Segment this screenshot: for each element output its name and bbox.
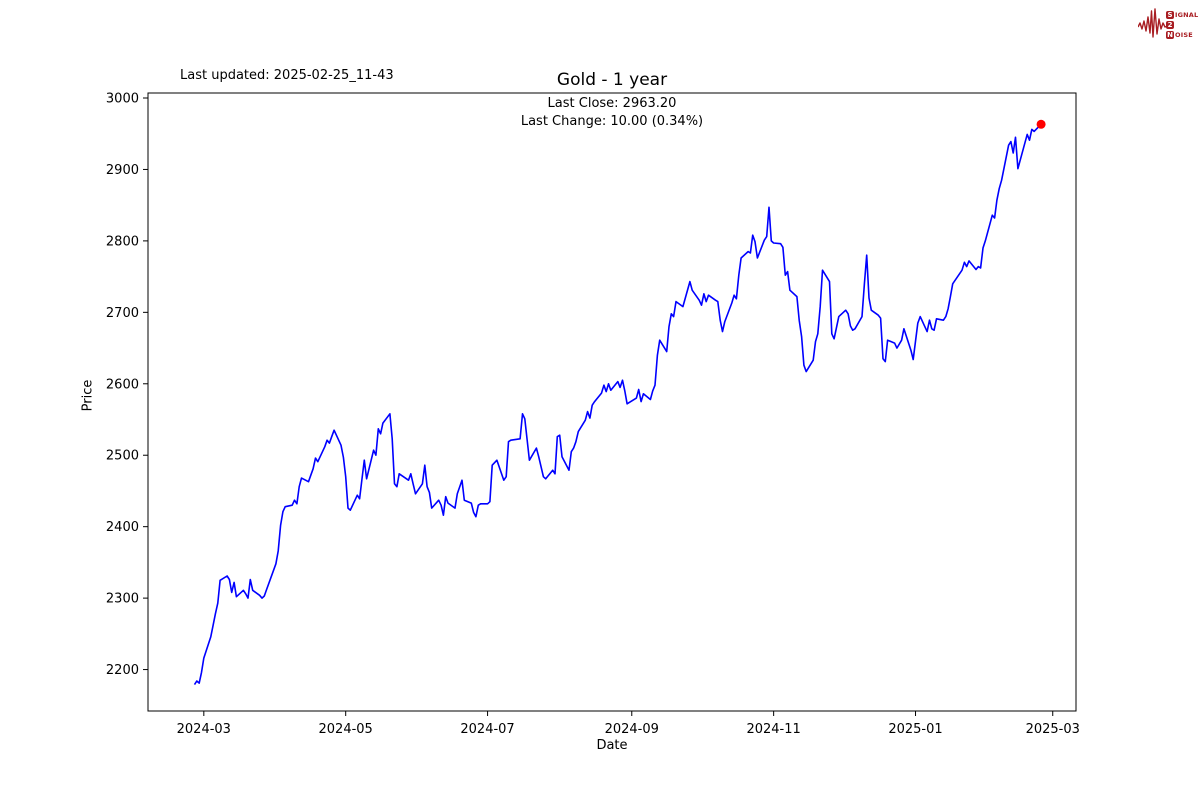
y-tick-label: 2300	[106, 592, 139, 607]
x-tick-label: 2025-03	[1026, 722, 1080, 737]
y-axis-label: Price	[80, 379, 96, 412]
x-tick-label: 2024-07	[460, 722, 514, 737]
y-tick-label: 2600	[106, 377, 139, 392]
x-axis-label: Date	[596, 738, 628, 753]
y-tick-label: 3000	[106, 92, 139, 107]
logo-row-2: 2	[1166, 21, 1198, 30]
logo-text: S IGNAL 2 N OISE	[1166, 11, 1198, 40]
y-tick-label: 2400	[106, 520, 139, 535]
logo-letterbox-n: N	[1166, 31, 1174, 39]
x-tick-label: 2024-05	[319, 722, 373, 737]
last-updated-text: Last updated: 2025-02-25_11-43	[180, 68, 394, 83]
price-line	[193, 123, 1042, 686]
x-tick-label: 2024-03	[177, 722, 231, 737]
x-tick-label: 2025-01	[888, 722, 942, 737]
y-tick-label: 2800	[106, 234, 139, 249]
logo-row-noise: N OISE	[1166, 31, 1198, 40]
last-change-annotation: Last Change: 10.00 (0.34%)	[520, 114, 704, 129]
logo-letterbox-s: S	[1166, 11, 1174, 19]
logo-rest-noise: OISE	[1175, 31, 1193, 39]
waveform-icon	[1138, 8, 1168, 38]
x-tick-label: 2024-09	[605, 722, 659, 737]
y-tick-label: 2700	[106, 306, 139, 321]
logo-row-signal: S IGNAL	[1166, 11, 1198, 20]
chart-title: Gold - 1 year	[556, 70, 668, 90]
plot-border	[147, 92, 1077, 712]
y-tick-label: 2200	[106, 663, 139, 678]
y-tick-label: 2500	[106, 449, 139, 464]
last-close-annotation: Last Close: 2963.20	[547, 96, 677, 111]
x-tick-label: 2024-11	[746, 722, 800, 737]
signal2noise-logo: S IGNAL 2 N OISE	[1138, 5, 1198, 45]
y-tick-label: 2900	[106, 163, 139, 178]
last-price-marker	[1036, 119, 1046, 129]
logo-letterbox-2: 2	[1166, 21, 1174, 29]
logo-rest-signal: IGNAL	[1175, 11, 1199, 19]
